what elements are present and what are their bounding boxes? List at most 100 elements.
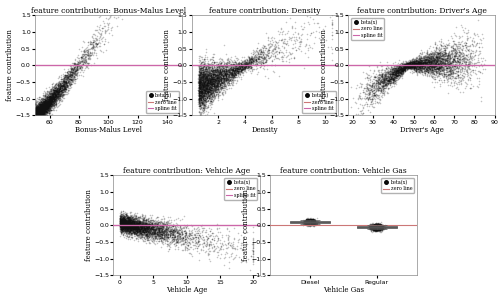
Point <box>204 79 212 84</box>
Point <box>373 224 381 229</box>
Point <box>34 110 42 115</box>
Point <box>215 69 223 74</box>
Point <box>461 48 469 53</box>
Point <box>40 96 48 101</box>
Point <box>238 62 246 66</box>
Point <box>37 99 45 103</box>
Point <box>131 224 139 229</box>
Point <box>34 105 42 110</box>
Point <box>223 71 231 76</box>
Point <box>347 105 355 110</box>
Point <box>120 223 128 228</box>
Point <box>199 101 207 106</box>
Point <box>46 102 54 107</box>
Point <box>42 100 50 105</box>
Point <box>288 35 296 40</box>
Point <box>438 43 446 47</box>
Point <box>400 65 408 70</box>
Point <box>306 220 314 225</box>
Point <box>226 64 234 69</box>
Point <box>124 220 132 225</box>
Point <box>450 69 458 74</box>
Point <box>305 220 313 225</box>
Point <box>465 47 473 51</box>
Point <box>372 225 380 230</box>
Point <box>125 221 133 226</box>
Point <box>42 102 50 107</box>
Point <box>122 224 130 229</box>
Point <box>300 221 308 226</box>
Point <box>131 220 139 225</box>
Point <box>398 69 406 73</box>
Point <box>309 220 317 225</box>
Point <box>130 219 138 224</box>
Point <box>205 79 213 84</box>
Point <box>440 48 448 53</box>
Point <box>204 80 212 84</box>
Point <box>33 114 41 119</box>
Point <box>202 91 210 95</box>
Point <box>198 77 206 82</box>
Point <box>43 110 51 114</box>
Point <box>179 226 187 230</box>
Point <box>440 60 448 65</box>
Point <box>142 225 150 230</box>
Point <box>374 224 382 229</box>
Point <box>424 60 432 65</box>
Point <box>308 219 316 224</box>
Point <box>215 75 223 80</box>
Point <box>120 214 128 219</box>
Point <box>479 66 487 71</box>
Point <box>401 63 409 68</box>
Point <box>104 24 112 29</box>
Point <box>396 68 404 73</box>
Point <box>215 70 223 75</box>
Point <box>216 70 224 75</box>
Point <box>199 78 207 83</box>
Point <box>406 64 414 69</box>
Point <box>234 230 241 235</box>
Point <box>40 103 48 108</box>
Point <box>412 66 420 71</box>
Point <box>118 219 126 224</box>
Point <box>58 94 66 99</box>
Point <box>202 88 210 93</box>
Point <box>356 95 364 100</box>
Point <box>124 221 132 226</box>
Point <box>166 234 173 239</box>
Point <box>446 67 454 72</box>
Point <box>66 68 74 73</box>
Point <box>302 221 310 226</box>
Point <box>41 108 49 113</box>
Point <box>218 76 226 80</box>
Point <box>214 82 222 87</box>
Point <box>394 69 402 73</box>
Point <box>158 233 166 237</box>
Point <box>31 120 39 125</box>
Point <box>128 218 136 223</box>
Point <box>120 216 128 221</box>
Point <box>394 69 402 74</box>
Point <box>267 43 275 48</box>
Point <box>142 229 150 234</box>
Point <box>122 227 130 232</box>
Point <box>32 118 40 123</box>
Point <box>197 88 205 92</box>
Point <box>202 69 210 74</box>
Point <box>146 222 154 227</box>
Point <box>200 250 208 255</box>
Point <box>434 73 442 77</box>
Point <box>382 85 390 90</box>
Point <box>236 65 244 70</box>
Point <box>198 67 205 72</box>
Point <box>154 225 162 230</box>
Point <box>374 224 382 229</box>
Point <box>204 89 212 94</box>
Point <box>374 225 382 230</box>
Point <box>303 221 311 226</box>
Point <box>138 228 145 233</box>
Point <box>240 63 248 68</box>
Point <box>208 68 216 73</box>
Point <box>63 84 71 89</box>
Point <box>155 225 163 230</box>
